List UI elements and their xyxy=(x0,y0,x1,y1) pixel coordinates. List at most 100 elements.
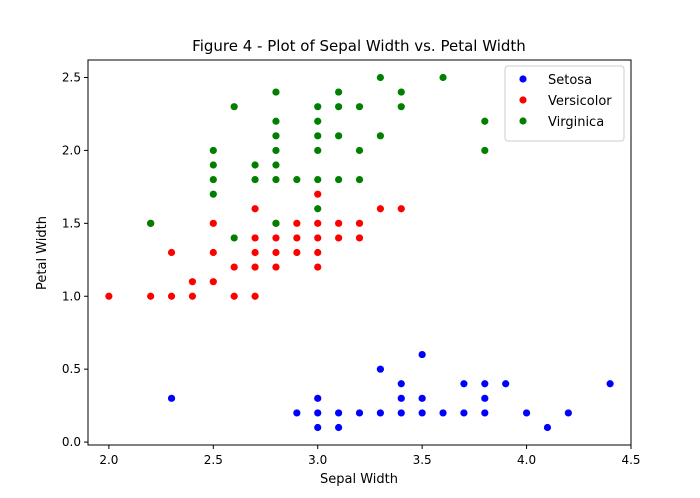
axes-frame xyxy=(87,59,632,446)
data-point xyxy=(314,132,322,140)
data-point xyxy=(209,248,217,257)
data-point xyxy=(230,103,238,111)
data-point xyxy=(335,423,343,432)
series-virginica xyxy=(147,73,489,242)
x-tick-label: 2.0 xyxy=(99,453,118,467)
series-versicolor xyxy=(105,190,405,300)
x-axis-label: Sepal Width xyxy=(320,472,398,487)
x-tick-label: 2.5 xyxy=(204,453,223,467)
data-point xyxy=(230,234,238,242)
data-point xyxy=(439,73,447,82)
data-point xyxy=(355,146,364,155)
data-point xyxy=(272,117,280,125)
data-point xyxy=(376,132,384,140)
y-tick-label: 1.0 xyxy=(62,289,81,303)
data-point xyxy=(314,103,322,111)
data-point xyxy=(251,161,259,169)
data-point xyxy=(355,409,364,417)
data-point xyxy=(355,219,364,227)
x-tick-label: 3.0 xyxy=(308,453,327,467)
data-point xyxy=(522,409,531,417)
data-point xyxy=(272,234,280,242)
data-point xyxy=(251,292,259,300)
legend-label: Versicolor xyxy=(548,94,612,109)
series-setosa xyxy=(167,350,614,432)
data-point xyxy=(147,292,155,300)
data-point xyxy=(251,263,259,271)
data-point xyxy=(355,175,364,184)
x-tick-label: 4.0 xyxy=(517,453,536,467)
data-point xyxy=(230,263,238,271)
data-point xyxy=(209,278,217,286)
data-point xyxy=(397,205,405,213)
y-tick-label: 0.0 xyxy=(62,435,81,449)
data-point xyxy=(272,263,280,271)
data-point xyxy=(376,73,384,82)
data-point xyxy=(606,380,614,388)
data-point xyxy=(397,103,405,111)
data-point xyxy=(272,132,280,140)
data-point xyxy=(439,409,447,417)
data-point xyxy=(105,292,113,300)
data-point xyxy=(397,409,405,417)
y-axis-label: Petal Width xyxy=(35,216,50,290)
data-point xyxy=(335,234,343,242)
y-tick-label: 1.5 xyxy=(62,216,81,230)
chart-title: Figure 4 - Plot of Sepal Width vs. Petal… xyxy=(192,37,526,55)
data-point xyxy=(335,409,343,417)
data-point xyxy=(376,409,384,417)
data-point xyxy=(397,380,405,388)
data-point xyxy=(481,117,489,125)
x-tick-label: 4.5 xyxy=(621,453,640,467)
data-point xyxy=(209,190,217,198)
data-point xyxy=(355,103,364,111)
data-point xyxy=(251,175,259,184)
data-point xyxy=(251,248,259,257)
data-point xyxy=(314,394,322,402)
data-point xyxy=(314,190,322,198)
legend-box xyxy=(504,65,625,142)
data-point xyxy=(376,365,384,373)
data-point xyxy=(564,409,572,417)
data-point xyxy=(335,88,343,96)
data-point xyxy=(272,146,280,155)
data-point xyxy=(481,146,489,155)
legend-marker xyxy=(519,96,527,104)
data-point xyxy=(418,394,426,402)
data-point xyxy=(209,161,217,169)
data-point xyxy=(167,292,176,300)
data-point xyxy=(293,248,301,257)
y-tick-label: 2.5 xyxy=(62,71,81,85)
data-point xyxy=(314,117,322,125)
data-point xyxy=(397,394,405,402)
data-point xyxy=(314,248,322,257)
data-point xyxy=(230,292,238,300)
data-point xyxy=(167,248,176,257)
data-point xyxy=(293,234,301,242)
data-point xyxy=(314,263,322,271)
data-point xyxy=(355,234,364,242)
data-point xyxy=(376,205,384,213)
data-point xyxy=(147,219,155,227)
data-point xyxy=(272,161,280,169)
data-point xyxy=(418,350,426,359)
x-axis: 2.0 2.5 3.0 3.5 4.0 4.5 xyxy=(99,445,641,467)
legend: Setosa Versicolor Virginica xyxy=(504,65,625,142)
y-axis: 0.0 0.5 1.0 1.5 2.0 2.5 xyxy=(62,71,88,449)
plot-area xyxy=(105,73,614,432)
data-point xyxy=(272,219,280,227)
data-point xyxy=(543,423,552,432)
data-point xyxy=(272,88,280,96)
data-point xyxy=(293,219,301,227)
data-point xyxy=(209,146,217,155)
data-point xyxy=(481,394,489,402)
data-point xyxy=(502,380,510,388)
data-point xyxy=(460,380,468,388)
y-tick-label: 2.0 xyxy=(62,143,81,157)
data-point xyxy=(272,248,280,257)
data-point xyxy=(335,219,343,227)
data-point xyxy=(251,205,259,213)
data-point xyxy=(251,234,259,242)
data-point xyxy=(335,132,343,140)
